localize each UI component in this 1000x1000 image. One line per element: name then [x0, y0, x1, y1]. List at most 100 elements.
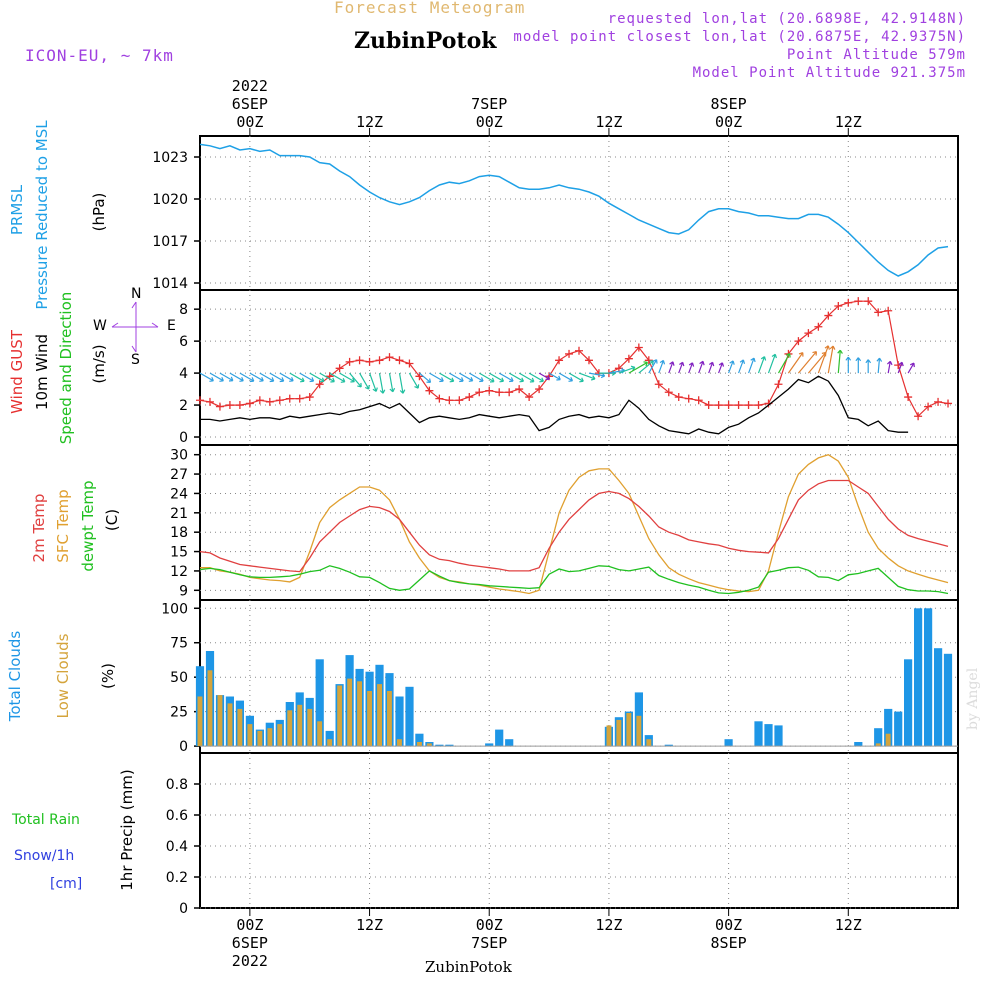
total-cloud-bar: [405, 686, 414, 747]
wind-direction-arrow: [349, 372, 362, 388]
y-tick-label: 0.2: [166, 870, 188, 886]
compass-s: S: [131, 352, 140, 368]
y-tick-label: 27: [170, 467, 188, 483]
model-altitude: Model Point Altitude 921.375m: [692, 65, 966, 81]
wind-direction-arrow: [299, 372, 315, 383]
gust-marker: [575, 346, 583, 355]
gust-marker: [515, 385, 524, 394]
wind-direction-arrow: [628, 361, 649, 374]
gust-marker: [724, 401, 733, 410]
dewpoint-line: [199, 565, 949, 595]
wind-unit-label: (m/s): [90, 344, 108, 383]
gust-marker: [235, 401, 244, 410]
date-label-bottom: 8SEP: [711, 934, 747, 952]
wind-direction-arrow: [319, 372, 335, 383]
gust-marker: [465, 393, 474, 402]
low-cloud-bar: [377, 684, 382, 747]
y-tick-label: 1017: [152, 234, 188, 250]
gust-marker: [904, 393, 913, 402]
gust-marker: [315, 380, 324, 389]
y-tick-label: 8: [179, 302, 188, 318]
gust-marker: [874, 308, 883, 317]
gust-marker: [744, 401, 753, 410]
gust-marker: [385, 353, 394, 362]
wind-direction-arrow: [855, 357, 862, 374]
low-cloud-bar: [327, 739, 333, 747]
gust-marker: [634, 343, 643, 352]
low-cloud-bar: [317, 721, 323, 747]
x-tick-label-bottom: 12Z: [835, 916, 862, 934]
gust-marker: [584, 356, 593, 365]
wind-direction-arrow: [578, 372, 596, 381]
low-cloud-bar: [337, 685, 343, 747]
temp-2m-label: 2m Temp: [30, 494, 48, 563]
wind-direction-arrow: [548, 372, 561, 381]
gust-marker: [794, 337, 803, 346]
gust-marker: [475, 388, 484, 397]
gust-marker: [305, 393, 314, 402]
wind-direction-arrow: [329, 372, 346, 383]
gust-marker: [196, 396, 204, 405]
x-tick-label-bottom: 00Z: [476, 916, 503, 934]
wind-direction-arrow: [408, 372, 420, 389]
y-tick-label: 1023: [152, 150, 188, 166]
temp-unit-label: (C): [103, 509, 121, 531]
pressure-label: PRMSL: [8, 184, 26, 235]
wind-direction-arrow: [449, 372, 464, 383]
x-tick-label-bottom: 12Z: [356, 916, 383, 934]
y-tick-label: 9: [179, 583, 188, 599]
wind-direction-arrow: [708, 361, 715, 374]
low-cloud-bar: [237, 708, 243, 747]
wind-direction-arrow: [568, 372, 584, 383]
sfc-temp-line: [200, 453, 949, 595]
wind-direction-arrow: [309, 372, 325, 383]
model-label: ICON-EU, ~ 7km: [25, 46, 174, 65]
low-cloud-bar: [257, 730, 263, 747]
wind-direction-arrow: [865, 359, 872, 374]
snow-unit-label: [cm]: [50, 876, 82, 892]
gust-marker: [205, 397, 214, 406]
total-cloud-bar: [874, 728, 883, 747]
x-tick-label-bottom: 00Z: [236, 916, 263, 934]
low-cloud-bar: [426, 743, 432, 747]
y-tick-label: 24: [170, 486, 188, 502]
wind-direction-arrow: [817, 345, 830, 374]
gust-marker: [365, 357, 374, 366]
total-cloud-bar: [505, 739, 514, 747]
y-tick-label: 6: [179, 334, 188, 350]
low-cloud-bar: [357, 681, 362, 747]
y-tick-label: 4: [179, 366, 188, 382]
wind-direction-arrow: [618, 365, 636, 374]
gust-marker: [215, 402, 224, 411]
y-tick-label: 12: [170, 564, 188, 580]
gust-marker: [664, 388, 673, 397]
low-cloud-bar: [287, 710, 293, 747]
gust-marker: [525, 393, 534, 402]
wind-direction-arrow: [538, 372, 551, 381]
y-tick-label: 15: [170, 545, 188, 561]
low-cloud-bar: [636, 715, 642, 747]
y-tick-label: 25: [170, 705, 188, 721]
wind-direction-arrow: [209, 372, 224, 382]
low-cloud-bar: [646, 739, 652, 747]
wind-direction-arrow: [876, 357, 883, 374]
gust-marker: [844, 298, 853, 307]
low-cloud-bar: [875, 743, 881, 747]
total-cloud-bar: [884, 708, 893, 747]
pressure-line: [199, 143, 949, 277]
gust-marker: [445, 396, 454, 405]
gust-marker: [804, 329, 813, 338]
wind-direction-arrow: [767, 353, 777, 374]
wind-direction-arrow: [845, 356, 852, 374]
date-label-bottom: 7SEP: [471, 934, 507, 952]
wind-direction-arrow: [598, 370, 616, 376]
wind-direction-arrow: [219, 372, 234, 382]
total-cloud-bar: [724, 739, 733, 747]
gust-marker: [934, 397, 943, 406]
low-cloud-bar: [885, 733, 891, 747]
wind-direction-arrow: [359, 372, 370, 390]
precip-unit-label: 1hr Precip (mm): [118, 769, 136, 890]
total-cloud-bar: [894, 711, 903, 747]
gust-marker: [774, 380, 783, 389]
low-cloud-bar: [616, 719, 622, 747]
